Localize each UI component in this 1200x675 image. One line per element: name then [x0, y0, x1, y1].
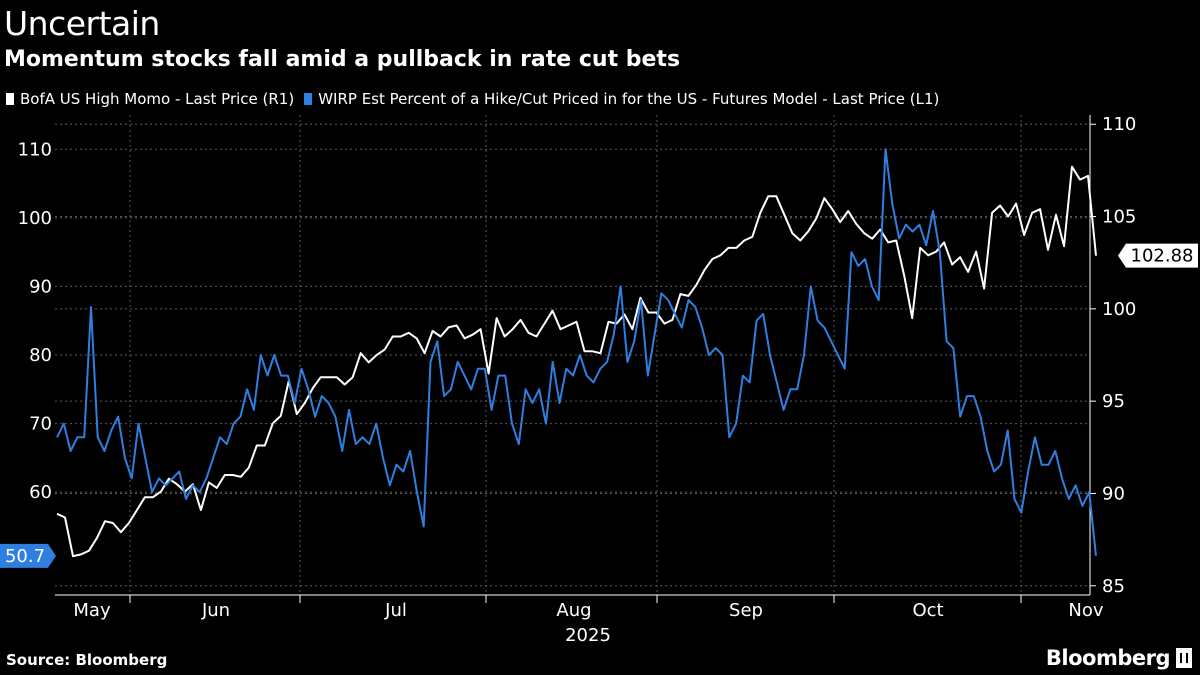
- chart-subtitle: Momentum stocks fall amid a pullback in …: [4, 47, 681, 72]
- brand-text: Bloomberg: [1045, 646, 1171, 670]
- x-tick-label: May: [73, 600, 111, 621]
- legend-swatch-white: [6, 93, 14, 105]
- bloomberg-terminal-icon: [1176, 648, 1192, 668]
- left-tick-label: 80: [29, 345, 52, 366]
- right-tick-label: 100: [1102, 299, 1136, 320]
- series-line-wirp: [56, 148, 1097, 557]
- right-tick-label: 110: [1102, 114, 1136, 135]
- last-value-tag-wirp: [0, 543, 56, 568]
- left-tick-label: 90: [29, 276, 52, 297]
- brand-logo: Bloomberg: [1046, 646, 1192, 670]
- legend-label-wirp: WIRP Est Percent of a Hike/Cut Priced in…: [318, 90, 940, 108]
- last-value-tag-momo: [1118, 243, 1198, 268]
- legend-swatch-blue: [304, 93, 313, 105]
- last-value-label-wirp: 50.7: [5, 546, 45, 567]
- legend-label-momo: BofA US High Momo - Last Price (R1): [20, 90, 295, 108]
- right-tick-label: 85: [1102, 576, 1125, 597]
- x-tick-label: Aug: [556, 600, 591, 621]
- legend: BofA US High Momo - Last Price (R1) WIRP…: [6, 90, 949, 108]
- series-line-momo: [56, 165, 1097, 558]
- last-value-label-momo: 102.88: [1131, 246, 1194, 267]
- x-tick-label: Nov: [1068, 600, 1103, 621]
- left-tick-label: 70: [29, 414, 52, 435]
- left-tick-label: 100: [18, 208, 52, 229]
- x-tick-label: Jul: [384, 600, 407, 621]
- right-tick-label: 105: [1102, 207, 1136, 228]
- legend-item-wirp: WIRP Est Percent of a Hike/Cut Priced in…: [304, 90, 939, 108]
- source-note: Source: Bloomberg: [6, 651, 168, 669]
- x-tick-label: Oct: [912, 600, 943, 621]
- chart-title: Uncertain: [4, 4, 160, 43]
- right-tick-label: 90: [1102, 483, 1125, 504]
- right-tick-label: 95: [1102, 391, 1125, 412]
- x-tick-label: Sep: [729, 600, 763, 621]
- x-year-label: 2025: [565, 625, 611, 646]
- legend-item-momo: BofA US High Momo - Last Price (R1): [6, 90, 294, 108]
- left-tick-label: 110: [18, 139, 52, 160]
- x-tick-label: Jun: [201, 600, 230, 621]
- left-tick-label: 60: [29, 482, 52, 503]
